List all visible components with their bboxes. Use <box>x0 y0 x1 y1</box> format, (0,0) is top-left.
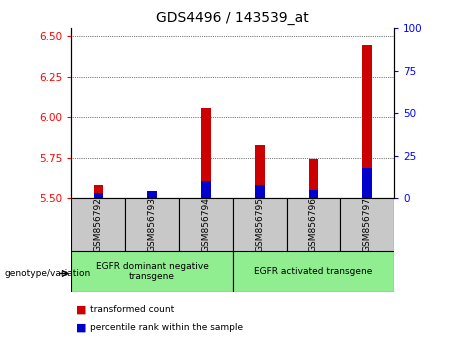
Bar <box>179 198 233 251</box>
Bar <box>148 192 157 198</box>
Text: GSM856795: GSM856795 <box>255 197 264 252</box>
Text: transformed count: transformed count <box>90 305 174 314</box>
Bar <box>255 145 265 198</box>
Bar <box>255 185 265 198</box>
Bar <box>94 185 103 198</box>
Bar <box>340 198 394 251</box>
Bar <box>71 198 125 251</box>
Text: GSM856797: GSM856797 <box>363 197 372 252</box>
Bar <box>309 159 318 198</box>
Text: ■: ■ <box>76 322 87 332</box>
Bar <box>125 198 179 251</box>
Bar <box>287 198 340 251</box>
Text: GSM856794: GSM856794 <box>201 197 210 252</box>
Text: EGFR activated transgene: EGFR activated transgene <box>254 267 372 276</box>
Bar <box>71 251 233 292</box>
Text: GSM856793: GSM856793 <box>148 197 157 252</box>
Text: GSM856796: GSM856796 <box>309 197 318 252</box>
Text: EGFR dominant negative
transgene: EGFR dominant negative transgene <box>96 262 208 281</box>
Bar <box>233 198 287 251</box>
Bar <box>362 168 372 198</box>
Bar <box>362 45 372 198</box>
Text: GSM856792: GSM856792 <box>94 197 103 252</box>
Bar <box>148 196 157 198</box>
Bar <box>309 190 318 198</box>
Text: genotype/variation: genotype/variation <box>5 269 91 278</box>
Bar <box>201 181 211 198</box>
Text: ■: ■ <box>76 305 87 315</box>
Bar <box>94 193 103 198</box>
Bar <box>201 108 211 198</box>
Bar <box>233 251 394 292</box>
Text: percentile rank within the sample: percentile rank within the sample <box>90 323 243 332</box>
Title: GDS4496 / 143539_at: GDS4496 / 143539_at <box>156 11 309 24</box>
